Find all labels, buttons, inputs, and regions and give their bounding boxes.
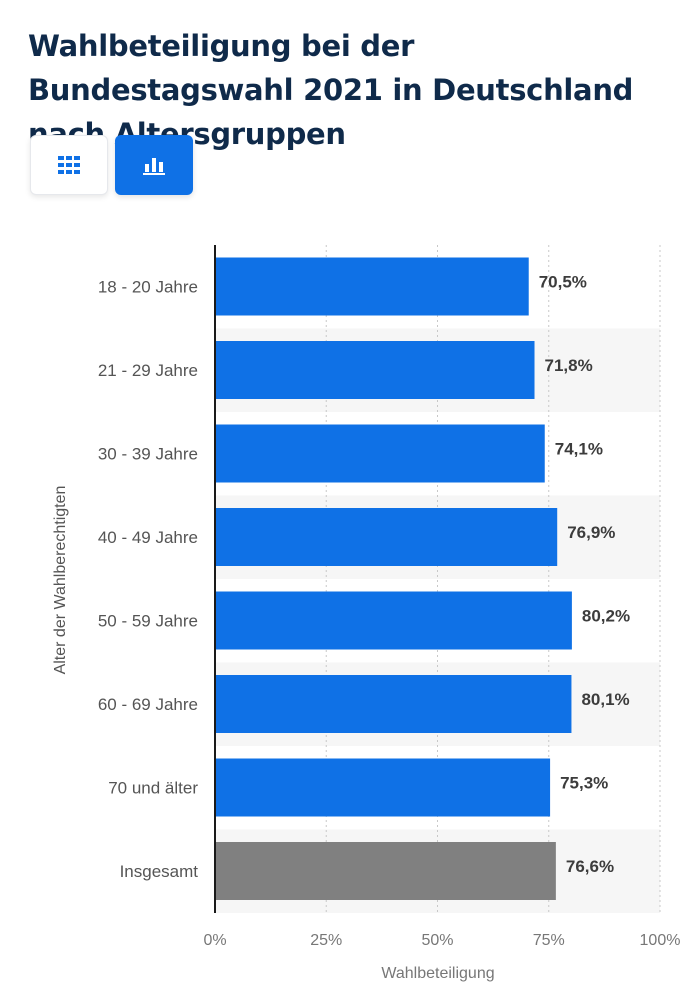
value-label: 76,6% xyxy=(566,857,614,876)
table-view-button[interactable] xyxy=(30,135,108,195)
bar xyxy=(215,341,535,399)
table-grid-icon xyxy=(58,156,80,174)
category-label: 18 - 20 Jahre xyxy=(98,278,198,297)
x-tick-label: 100% xyxy=(640,932,681,949)
value-label: 70,5% xyxy=(539,273,587,292)
category-label: 60 - 69 Jahre xyxy=(98,695,198,714)
chart-view-button[interactable] xyxy=(115,135,193,195)
bar xyxy=(215,424,545,483)
bar xyxy=(215,758,551,817)
category-label: 70 und älter xyxy=(108,779,198,798)
value-label: 80,2% xyxy=(582,607,630,626)
value-label: 75,3% xyxy=(560,774,608,793)
x-axis-title: Wahlbeteiligung xyxy=(381,965,494,982)
x-tick-label: 50% xyxy=(421,932,453,949)
bar xyxy=(215,842,556,900)
category-label: 50 - 59 Jahre xyxy=(98,612,198,631)
category-label: 40 - 49 Jahre xyxy=(98,528,198,547)
bar xyxy=(215,591,572,650)
category-label: 21 - 29 Jahre xyxy=(98,361,198,380)
bar xyxy=(215,508,558,566)
value-label: 74,1% xyxy=(555,440,603,459)
category-label: 30 - 39 Jahre xyxy=(98,445,198,464)
x-tick-label: 25% xyxy=(310,932,342,949)
value-label: 76,9% xyxy=(567,523,615,542)
chart-title: Wahlbeteiligung bei der Bundestagswahl 2… xyxy=(28,29,634,151)
y-axis-title: Alter der Wahlberechtigten xyxy=(52,486,69,675)
x-tick-label: 75% xyxy=(533,932,565,949)
category-label: Insgesamt xyxy=(120,862,199,881)
bar xyxy=(215,675,572,733)
x-tick-label: 0% xyxy=(203,932,226,949)
value-label: 80,1% xyxy=(581,690,629,709)
bar-chart-icon xyxy=(143,158,165,175)
bar xyxy=(215,257,529,316)
value-label: 71,8% xyxy=(545,356,593,375)
